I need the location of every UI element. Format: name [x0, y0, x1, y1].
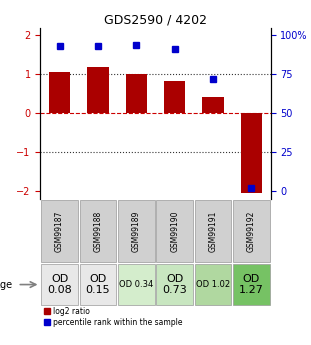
Text: OD 0.34: OD 0.34 — [119, 280, 153, 289]
Text: GSM99192: GSM99192 — [247, 210, 256, 252]
Text: GSM99190: GSM99190 — [170, 210, 179, 252]
Text: OD
1.27: OD 1.27 — [239, 274, 264, 295]
FancyBboxPatch shape — [195, 264, 231, 305]
Text: OD 1.02: OD 1.02 — [196, 280, 230, 289]
Bar — [241, 113, 262, 193]
FancyBboxPatch shape — [41, 264, 78, 305]
Text: OD
0.08: OD 0.08 — [47, 274, 72, 295]
FancyBboxPatch shape — [156, 264, 193, 305]
FancyBboxPatch shape — [118, 200, 155, 262]
Bar — [87, 67, 109, 113]
Bar — [202, 97, 224, 113]
Text: OD
0.73: OD 0.73 — [162, 274, 187, 295]
Text: OD
0.15: OD 0.15 — [86, 274, 110, 295]
Text: GSM99189: GSM99189 — [132, 210, 141, 252]
Legend: log2 ratio, percentile rank within the sample: log2 ratio, percentile rank within the s… — [44, 307, 183, 327]
Bar — [126, 73, 147, 113]
Bar — [164, 81, 185, 113]
FancyBboxPatch shape — [80, 200, 116, 262]
FancyBboxPatch shape — [233, 264, 270, 305]
FancyBboxPatch shape — [195, 200, 231, 262]
FancyBboxPatch shape — [156, 200, 193, 262]
Title: GDS2590 / 4202: GDS2590 / 4202 — [104, 13, 207, 27]
FancyBboxPatch shape — [80, 264, 116, 305]
Text: GSM99191: GSM99191 — [209, 210, 217, 252]
FancyBboxPatch shape — [233, 200, 270, 262]
Text: age: age — [0, 279, 13, 289]
FancyBboxPatch shape — [118, 264, 155, 305]
Bar — [49, 72, 70, 113]
FancyBboxPatch shape — [41, 200, 78, 262]
Text: GSM99188: GSM99188 — [94, 210, 102, 252]
Text: GSM99187: GSM99187 — [55, 210, 64, 252]
